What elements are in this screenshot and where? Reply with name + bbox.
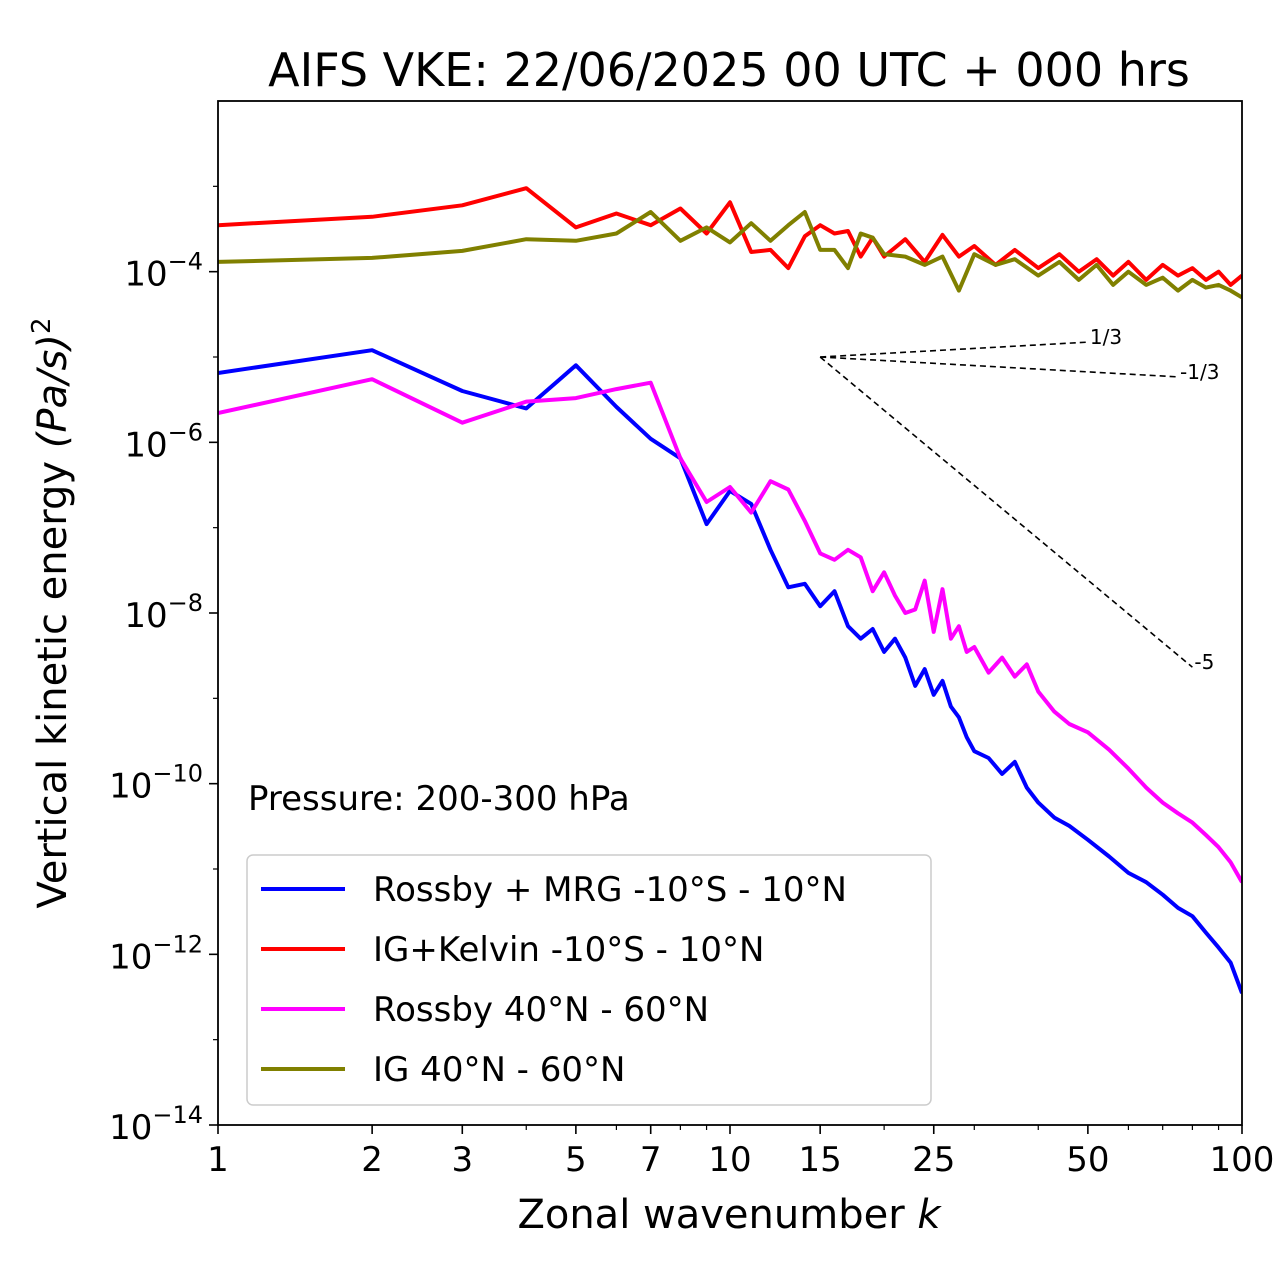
y-tick-exponent: −8 xyxy=(168,589,203,617)
y-tick-base: 10 xyxy=(124,425,167,465)
series-line xyxy=(218,210,1242,300)
x-axis-label-text: Zonal wavenumber xyxy=(517,1192,905,1238)
legend-label: Rossby 40°N - 60°N xyxy=(373,990,709,1030)
x-tick-label: 15 xyxy=(799,1140,842,1180)
series-line xyxy=(218,186,1242,287)
x-tick-label: 2 xyxy=(361,1140,383,1180)
y-tick-exponent: −10 xyxy=(152,760,203,788)
y-tick-base: 10 xyxy=(109,937,152,977)
slope-label: -5 xyxy=(1194,650,1214,674)
pressure-annotation: Pressure: 200-300 hPa xyxy=(248,779,630,819)
y-tick-base: 10 xyxy=(109,1108,152,1148)
y-axis-label: Vertical kinetic energy (Pa/s)2 xyxy=(27,318,76,909)
x-axis-label: Zonal wavenumber k xyxy=(517,1192,942,1238)
y-axis-label-text: Vertical kinetic energy xyxy=(30,461,76,909)
y-tick-label: 10−12 xyxy=(109,930,203,977)
legend-label: IG+Kelvin -10°S - 10°N xyxy=(373,930,764,970)
y-tick-label: 10−8 xyxy=(124,589,203,636)
y-tick-label: 10−10 xyxy=(109,760,203,807)
series-line xyxy=(218,377,1242,884)
y-tick-exponent: −14 xyxy=(152,1101,203,1129)
x-tick-label: 50 xyxy=(1066,1140,1109,1180)
series-lines xyxy=(218,186,1242,994)
x-tick-label: 7 xyxy=(640,1140,662,1180)
y-tick-base: 10 xyxy=(124,255,167,295)
legend-label: IG 40°N - 60°N xyxy=(373,1050,625,1090)
y-tick-base: 10 xyxy=(109,767,152,807)
y-tick-exponent: −4 xyxy=(168,248,203,276)
y-tick-label: 10−4 xyxy=(124,248,203,295)
slope-label: 1/3 xyxy=(1090,325,1122,349)
x-tick-label: 10 xyxy=(708,1140,751,1180)
x-tick-label: 100 xyxy=(1210,1140,1275,1180)
x-tick-label: 3 xyxy=(451,1140,473,1180)
x-tick-label: 25 xyxy=(912,1140,955,1180)
slope-line xyxy=(820,356,1179,378)
y-tick-base: 10 xyxy=(124,596,167,636)
y-tick-label: 10−6 xyxy=(124,418,203,465)
chart-title: AIFS VKE: 22/06/2025 00 UTC + 000 hrs xyxy=(268,43,1190,97)
y-axis-label-power: 2 xyxy=(27,318,57,335)
reference-slopes: 1/3 -1/3 -5 xyxy=(819,325,1219,674)
x-axis-label-var: k xyxy=(917,1192,942,1238)
x-tick-label: 1 xyxy=(207,1140,229,1180)
legend: Rossby + MRG -10°S - 10°N IG+Kelvin -10°S… xyxy=(246,854,932,1106)
y-tick-label: 10−14 xyxy=(109,1101,203,1148)
slope-label: -1/3 xyxy=(1180,360,1219,384)
y-tick-exponent: −6 xyxy=(168,418,203,446)
legend-label: Rossby + MRG -10°S - 10°N xyxy=(373,870,847,910)
y-tick-exponent: −12 xyxy=(152,930,203,958)
series-line xyxy=(218,348,1242,994)
x-tick-label: 5 xyxy=(565,1140,587,1180)
x-axis: 1 2 3 5 7 10 15 25 50 100 xyxy=(207,1125,1274,1180)
legend-box xyxy=(246,854,932,1106)
legend-items: Rossby + MRG -10°S - 10°N IG+Kelvin -10°S… xyxy=(261,870,847,1090)
y-axis-label-unit: (Pa/s) xyxy=(30,334,76,448)
slope-line xyxy=(820,341,1088,358)
slope-line xyxy=(819,356,1193,668)
